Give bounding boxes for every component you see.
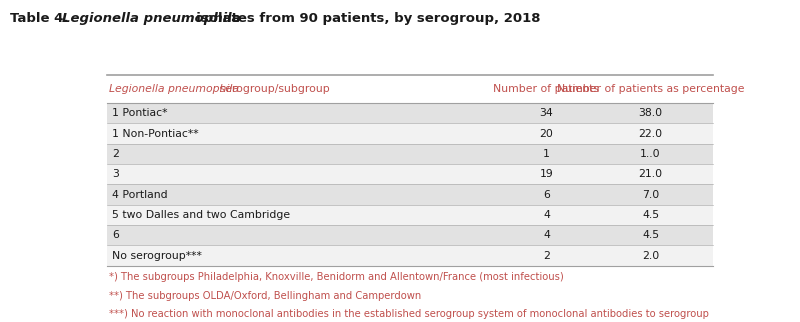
Text: 2.0: 2.0 xyxy=(642,251,659,260)
Bar xyxy=(107,123,713,144)
Text: 4.5: 4.5 xyxy=(642,230,659,240)
Text: 20: 20 xyxy=(539,128,554,138)
Bar xyxy=(107,225,713,245)
Text: 6: 6 xyxy=(112,230,119,240)
Text: 1 Non-Pontiac**: 1 Non-Pontiac** xyxy=(112,128,199,138)
Text: 21.0: 21.0 xyxy=(638,169,662,179)
Text: Number of patients as percentage: Number of patients as percentage xyxy=(557,84,744,94)
Text: isolates from 90 patients, by serogroup, 2018: isolates from 90 patients, by serogroup,… xyxy=(187,12,541,25)
Text: 1 Pontiac*: 1 Pontiac* xyxy=(112,108,168,118)
Bar xyxy=(107,185,713,205)
Text: Legionella pneumophila: Legionella pneumophila xyxy=(62,12,240,25)
Bar xyxy=(107,144,713,164)
Text: 3: 3 xyxy=(112,169,119,179)
Text: serogroup/subgroup: serogroup/subgroup xyxy=(216,84,330,94)
Text: 4.5: 4.5 xyxy=(642,210,659,220)
Text: 1..0: 1..0 xyxy=(640,149,661,159)
Text: 6: 6 xyxy=(543,190,550,200)
Text: 2: 2 xyxy=(112,149,119,159)
Text: 22.0: 22.0 xyxy=(638,128,662,138)
Text: Legionella pneumophila: Legionella pneumophila xyxy=(110,84,239,94)
Text: 4 Portland: 4 Portland xyxy=(112,190,168,200)
Bar xyxy=(107,245,713,266)
Text: Number of patients: Number of patients xyxy=(494,84,599,94)
Text: **) The subgroups OLDA/Oxford, Bellingham and Camperdown: **) The subgroups OLDA/Oxford, Bellingha… xyxy=(110,290,422,300)
Text: Table 4.: Table 4. xyxy=(10,12,73,25)
Bar xyxy=(107,164,713,185)
Text: 5 two Dalles and two Cambridge: 5 two Dalles and two Cambridge xyxy=(112,210,290,220)
Text: 19: 19 xyxy=(539,169,554,179)
Text: No serogroup***: No serogroup*** xyxy=(112,251,202,260)
Text: 2: 2 xyxy=(543,251,550,260)
Text: 4: 4 xyxy=(543,210,550,220)
Text: 1: 1 xyxy=(543,149,550,159)
Text: 38.0: 38.0 xyxy=(638,108,662,118)
Text: ***) No reaction with monoclonal antibodies in the established serogroup system : ***) No reaction with monoclonal antibod… xyxy=(110,309,709,319)
Bar xyxy=(107,205,713,225)
Text: 4: 4 xyxy=(543,230,550,240)
Text: 7.0: 7.0 xyxy=(642,190,659,200)
Text: *) The subgroups Philadelphia, Knoxville, Benidorm and Allentown/France (most in: *) The subgroups Philadelphia, Knoxville… xyxy=(110,272,564,282)
Bar xyxy=(107,103,713,123)
Text: 34: 34 xyxy=(539,108,554,118)
